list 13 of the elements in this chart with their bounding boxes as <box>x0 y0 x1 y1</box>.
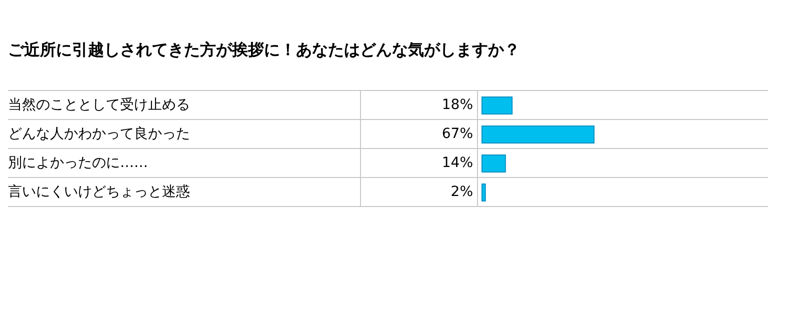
bar <box>482 126 594 144</box>
y-tick-label: 言いにくいけどちょっと迷惑 <box>8 178 360 206</box>
bar <box>482 96 513 114</box>
y-tick-label: 別によかったのに…… <box>8 148 360 178</box>
data-label: 18% <box>360 91 478 120</box>
text: ご近所に引越しされてきた方が挨拶に！あなたはどんな気がしますか？ <box>8 40 520 61</box>
y-tick-label: どんな人かわかって良かった <box>8 120 360 148</box>
y-tick-label: 当然のこととして受け止める <box>8 91 360 120</box>
bar <box>482 184 486 202</box>
data-label: 14% <box>360 148 478 178</box>
data-label: 2% <box>360 178 478 206</box>
data-label: 67% <box>360 120 478 148</box>
bar <box>482 154 506 172</box>
